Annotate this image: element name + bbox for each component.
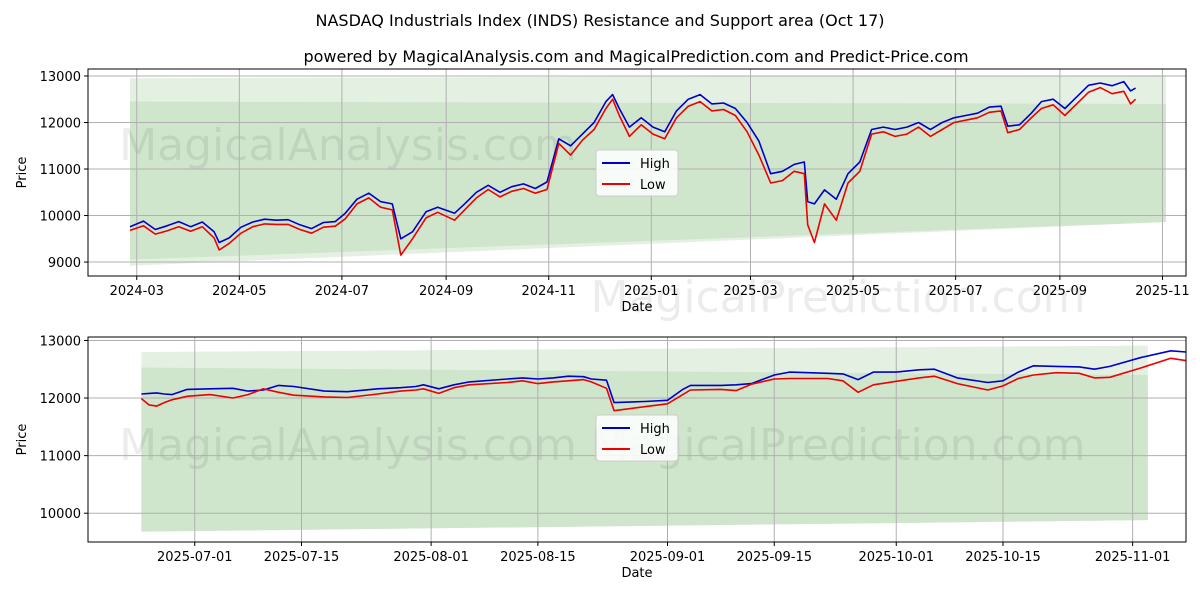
x-tick-label: 2025-03 [723,284,777,299]
x-tick-label: 2025-10-15 [965,550,1041,565]
legend-label-high: High [640,157,670,172]
y-tick-label: 10000 [40,210,81,225]
y-axis-label: Price [15,424,30,456]
x-tick-label: 2025-11-01 [1095,550,1171,565]
bottom-panel: MagicalAnalysis.com MagicalPrediction.com… [15,334,1187,581]
y-tick-label: 13000 [40,70,81,85]
plot-frame [87,336,1187,543]
x-tick-label: 2025-07-15 [264,550,340,565]
chart-subtitle: powered by MagicalAnalysis.com and Magic… [303,47,968,66]
x-axis-label: Date [621,300,652,315]
y-tick-label: 11000 [40,450,81,465]
chart-title: NASDAQ Industrials Index (INDS) Resistan… [316,11,885,30]
y-tick-label: 12000 [40,392,81,407]
x-tick-label: 2025-05 [826,284,880,299]
series-line-low [140,357,1186,412]
series-line-low [129,86,1137,256]
x-tick-label: 2025-01 [624,284,678,299]
legend-label-low: Low [640,443,666,458]
legend-label-low: Low [640,178,666,193]
y-axis-label: Price [15,157,30,189]
x-tick-label: 2025-08-15 [500,550,576,565]
top-panel: MagicalAnalysis.com MagicalPrediction.com… [15,68,1190,323]
watermark-text: MagicalPrediction.com [591,272,1086,323]
legend-label-high: High [640,422,670,437]
legend: High Low [595,149,679,197]
legend: High Low [595,414,679,462]
x-tick-label: 2024-05 [212,284,266,299]
x-tick-label: 2025-08-01 [393,550,469,565]
y-tick-label: 10000 [40,507,81,522]
x-tick-label: 2024-07 [315,284,369,299]
x-tick-label: 2025-11 [1135,284,1189,299]
x-tick-label: 2025-07 [928,284,982,299]
x-tick-label: 2024-11 [522,284,576,299]
y-tick-label: 11000 [40,163,81,178]
series-line-high [129,80,1136,244]
series-line-high [141,349,1186,404]
y-tick-label: 12000 [40,116,81,131]
x-tick-label: 2024-09 [419,284,473,299]
x-tick-label: 2025-10-01 [858,550,934,565]
x-axis-label: Date [621,566,652,581]
x-tick-label: 2025-09-15 [736,550,812,565]
watermark-text: MagicalAnalysis.com [119,120,577,171]
x-tick-label: 2024-03 [110,284,164,299]
x-tick-label: 2025-07-01 [157,550,233,565]
x-tick-label: 2025-09 [1033,284,1087,299]
x-tick-label: 2025-09-01 [630,550,706,565]
y-tick-label: 9000 [48,256,81,271]
y-tick-label: 13000 [40,334,81,349]
watermark-text: MagicalAnalysis.com [119,420,577,471]
plot-frame [87,68,1187,277]
